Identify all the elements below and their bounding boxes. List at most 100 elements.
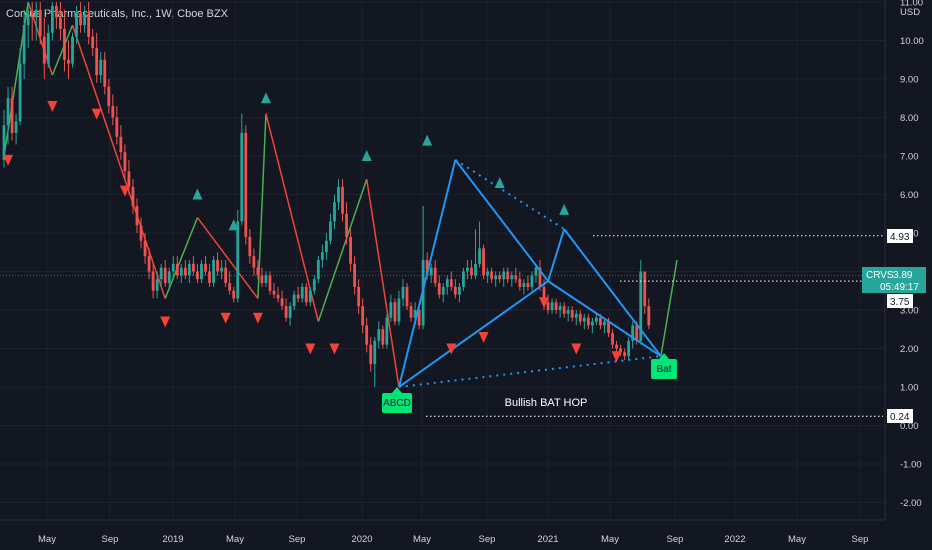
candle-body [71, 36, 74, 64]
candle-body [216, 259, 219, 272]
y-tick-label: 10.00 [900, 36, 924, 47]
candle-body [574, 313, 578, 318]
candle-body [99, 59, 103, 76]
candle-body [522, 283, 526, 287]
candle-body [163, 267, 167, 284]
level-tag-3-75-text: 3.75 [890, 297, 910, 308]
zigzag-segment [660, 259, 678, 357]
zigzag-segment [71, 24, 166, 299]
sell-signal-marker [252, 312, 263, 324]
candle-body [200, 263, 203, 280]
candle-body [280, 298, 284, 307]
candle-body [333, 202, 336, 222]
y-tick-label: 2.00 [900, 344, 919, 355]
candle-body [643, 271, 647, 307]
x-tick-label: 2020 [351, 534, 372, 545]
candle-body [272, 290, 276, 295]
candle-body [635, 325, 639, 341]
x-tick-label: Sep [667, 534, 684, 545]
x-tick-label: May [226, 534, 244, 545]
candle-body [268, 275, 272, 291]
candle-body [486, 271, 489, 276]
candle-body [91, 36, 95, 49]
candle-body [83, 13, 86, 26]
candle-body [639, 271, 643, 341]
candle-body [284, 306, 288, 318]
candle-body [490, 271, 494, 280]
x-tick-label: May [601, 534, 619, 545]
candle-body [417, 310, 421, 326]
candle-body [63, 28, 66, 60]
candle-body [179, 267, 183, 276]
candle-body [578, 313, 582, 322]
pattern-leg [563, 228, 662, 357]
candle-body [244, 132, 248, 237]
candle-body [115, 117, 119, 137]
candle-body [506, 271, 510, 280]
candle-body [192, 263, 195, 272]
candle-body [470, 267, 473, 276]
pattern-leg [398, 280, 549, 388]
candle-body [607, 321, 610, 334]
pattern-leg [397, 159, 457, 388]
candle-body [341, 186, 344, 214]
sell-signal-marker [446, 343, 457, 355]
candle-body [264, 275, 268, 284]
candle-body [611, 333, 614, 345]
buy-signal-marker [494, 176, 505, 188]
sell-signal-marker [329, 343, 340, 355]
zigzag-segment [317, 178, 368, 322]
candle-body [175, 263, 179, 276]
candle-body [586, 317, 590, 326]
candle-body [518, 279, 522, 287]
time-axis[interactable]: May Sep 2019 May Sep 2020 May Sep 2021 May Sep 2022… [0, 519, 885, 545]
sell-signal-marker [160, 316, 171, 328]
y-tick-label: -1.00 [900, 460, 922, 471]
candle-body [530, 275, 534, 287]
candle-body [316, 259, 320, 280]
candle-body [123, 152, 127, 172]
candle-body [377, 329, 381, 341]
candle-body [276, 294, 280, 299]
zigzag-segment [265, 113, 320, 322]
candle-body [534, 267, 538, 276]
candle-body [187, 263, 191, 276]
candle-body [562, 306, 566, 314]
candle-body [292, 294, 296, 307]
candle-body [308, 290, 312, 303]
candle-body [42, 36, 46, 64]
candle-body [135, 206, 139, 226]
zigzag-segment [164, 217, 199, 299]
buy-signal-marker [559, 203, 570, 215]
candle-body [570, 310, 574, 318]
candle-body [296, 294, 300, 299]
candle-body [369, 344, 373, 364]
buy-signal-marker [422, 134, 433, 146]
candle-body [75, 13, 78, 37]
candle-body [433, 267, 437, 284]
candle-body [139, 225, 143, 241]
signal-markers [3, 92, 622, 363]
candle-body [67, 59, 70, 64]
candle-body [457, 286, 461, 295]
candle-body [582, 317, 586, 322]
sell-signal-marker [3, 154, 14, 166]
candle-body [365, 325, 369, 345]
price-tag-value: 3.89 [893, 270, 913, 281]
candle-body [54, 5, 58, 18]
zigzag-segment [51, 24, 74, 76]
candle-body [361, 306, 365, 326]
candle-body [155, 279, 159, 291]
pattern-leg [454, 159, 549, 282]
candle-body [510, 275, 514, 280]
level-tag-4-93: 4.93 [887, 229, 913, 243]
candle-body [474, 263, 477, 276]
y-tick-label: 0.00 [900, 421, 919, 432]
candle-body [256, 267, 260, 276]
zigzag-segment [196, 217, 259, 299]
price-axis[interactable]: 11.0010.009.008.007.006.005.004.003.002.… [884, 0, 924, 520]
candle-body [595, 317, 598, 322]
candle-body [631, 325, 635, 341]
pattern-dotted-leg [398, 355, 662, 388]
